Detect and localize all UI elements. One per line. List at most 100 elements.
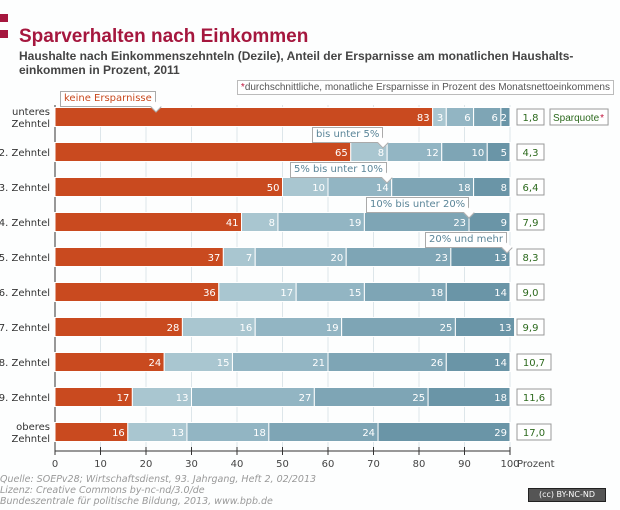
sparquote-box <box>516 283 545 301</box>
bar-value-label: 8 <box>378 148 384 159</box>
bar-value-label: 3 <box>437 113 443 124</box>
bar-value-label: 6 <box>464 113 470 124</box>
bar-value-label: 24 <box>148 358 161 369</box>
category-label: 4. Zehntel <box>0 218 50 229</box>
chart-subtitle: Haushalte nach Einkommenszehnteln (Dezil… <box>19 49 574 77</box>
sparquote-value: 9,9 <box>523 323 539 334</box>
bar-value-label: 18 <box>253 428 266 439</box>
category-label: unteres <box>12 107 50 118</box>
bar-value-label: 19 <box>349 218 362 229</box>
sparquote-value: 8,3 <box>523 253 539 264</box>
sparquote-box <box>516 353 552 371</box>
footnote-text: durchschnittliche, monatliche Ersparniss… <box>244 82 610 93</box>
bar-segment <box>445 352 511 372</box>
bar-segment <box>54 107 434 127</box>
bar-value-label: 24 <box>362 428 375 439</box>
cc-license-badge[interactable]: (cc) BY-NC-ND <box>528 488 606 502</box>
chart-title: Sparverhalten nach Einkommen <box>19 26 309 47</box>
bar-segment <box>454 317 516 337</box>
sparquote-box <box>516 178 545 196</box>
bar-segment <box>54 247 224 267</box>
sparquote-box <box>516 318 545 336</box>
footnote-star: * <box>240 82 245 93</box>
bar-value-label: 17 <box>280 288 293 299</box>
bar-segment <box>500 107 511 127</box>
bar-value-label: 10 <box>312 183 325 194</box>
x-tick-label: 60 <box>322 459 335 470</box>
bar-segment <box>445 282 511 302</box>
bar-value-label: 20 <box>330 253 343 264</box>
legend-callout-20plus: 20% und mehr <box>425 232 507 248</box>
sparquote-legend: Sparquote <box>553 113 600 124</box>
bar-segment <box>313 387 429 407</box>
bar-value-label: 13 <box>499 323 512 334</box>
bar-value-label: 9 <box>501 218 507 229</box>
bar-value-label: 36 <box>203 288 216 299</box>
bar-value-label: 65 <box>335 148 348 159</box>
bar-value-label: 18 <box>494 393 507 404</box>
sparquote-value: 11,6 <box>523 393 545 404</box>
bar-value-label: 6 <box>492 113 498 124</box>
bar-value-label: 18 <box>458 183 471 194</box>
category-label: 5. Zehntel <box>0 253 50 264</box>
bar-value-label: 83 <box>417 113 430 124</box>
x-tick-label: 50 <box>276 459 289 470</box>
bar-value-label: 28 <box>167 323 180 334</box>
bar-value-label: 23 <box>453 218 466 229</box>
bar-value-label: 2 <box>501 113 507 124</box>
bar-value-label: 15 <box>217 358 230 369</box>
sparquote-legend-box <box>549 108 609 126</box>
legend-callout-10-20: 10% bis unter 20% <box>366 197 470 213</box>
bar-value-label: 21 <box>312 358 325 369</box>
bar-segment <box>191 387 315 407</box>
bar-value-label: 14 <box>494 288 507 299</box>
source-text: Quelle: SOEPv28; Wirtschaftsdienst, 93. … <box>0 474 317 485</box>
bar-value-label: 37 <box>208 253 221 264</box>
bar-value-label: 50 <box>267 183 280 194</box>
sparquote-value: 4,3 <box>523 148 539 159</box>
bar-value-label: 10 <box>472 148 485 159</box>
category-label: Zehntel <box>11 434 50 445</box>
category-label: oberes <box>16 422 50 433</box>
bar-value-label: 29 <box>494 428 507 439</box>
sparquote-value: 9,0 <box>523 288 539 299</box>
bar-value-label: 14 <box>494 358 507 369</box>
brand-square <box>0 30 8 38</box>
sparquote-box <box>516 388 552 406</box>
footnote-box: *durchschnittliche, monatliche Ersparnis… <box>236 80 614 95</box>
sparquote-box <box>516 143 545 161</box>
bar-segment <box>54 212 243 232</box>
sparquote-box <box>516 423 552 441</box>
bar-value-label: 5 <box>501 148 507 159</box>
bar-segment <box>54 142 352 162</box>
bar-value-label: 14 <box>376 183 389 194</box>
category-label: Zehntel <box>11 119 50 130</box>
source-block: Quelle: SOEPv28; Wirtschaftsdienst, 93. … <box>0 474 316 507</box>
legend-callout-5-10: 5% bis unter 10% <box>290 162 387 178</box>
sparquote-box <box>516 248 545 266</box>
category-label: 7. Zehntel <box>0 323 50 334</box>
bar-segment <box>427 387 511 407</box>
bar-value-label: 8 <box>501 183 507 194</box>
bar-value-label: 16 <box>239 323 252 334</box>
x-tick-label: 10 <box>94 459 107 470</box>
bar-segment <box>327 352 447 372</box>
bar-value-label: 8 <box>269 218 275 229</box>
category-label: 3. Zehntel <box>0 183 50 194</box>
bar-value-label: 13 <box>176 393 189 404</box>
sparquote-value: 6,4 <box>523 183 539 194</box>
bar-value-label: 7 <box>246 253 252 264</box>
bar-value-label: 17 <box>117 393 130 404</box>
x-tick-label: 20 <box>140 459 153 470</box>
bar-value-label: 25 <box>440 323 453 334</box>
legend-callout-keine: keine Ersparnisse <box>60 91 156 107</box>
legend-callout-bis5: bis unter 5% <box>312 127 384 143</box>
bar-value-label: 23 <box>435 253 448 264</box>
sparquote-value: 7,9 <box>523 218 539 229</box>
bar-chart: 0 10 20 30 40 50 60 70 80 90 100ProzentunteresZehn… <box>0 105 609 470</box>
x-tick-label: 40 <box>231 459 244 470</box>
bar-value-label: 26 <box>431 358 444 369</box>
bar-segment <box>377 422 511 442</box>
publisher-text: Bundeszentrale für politische Bildung, 2… <box>0 496 273 507</box>
